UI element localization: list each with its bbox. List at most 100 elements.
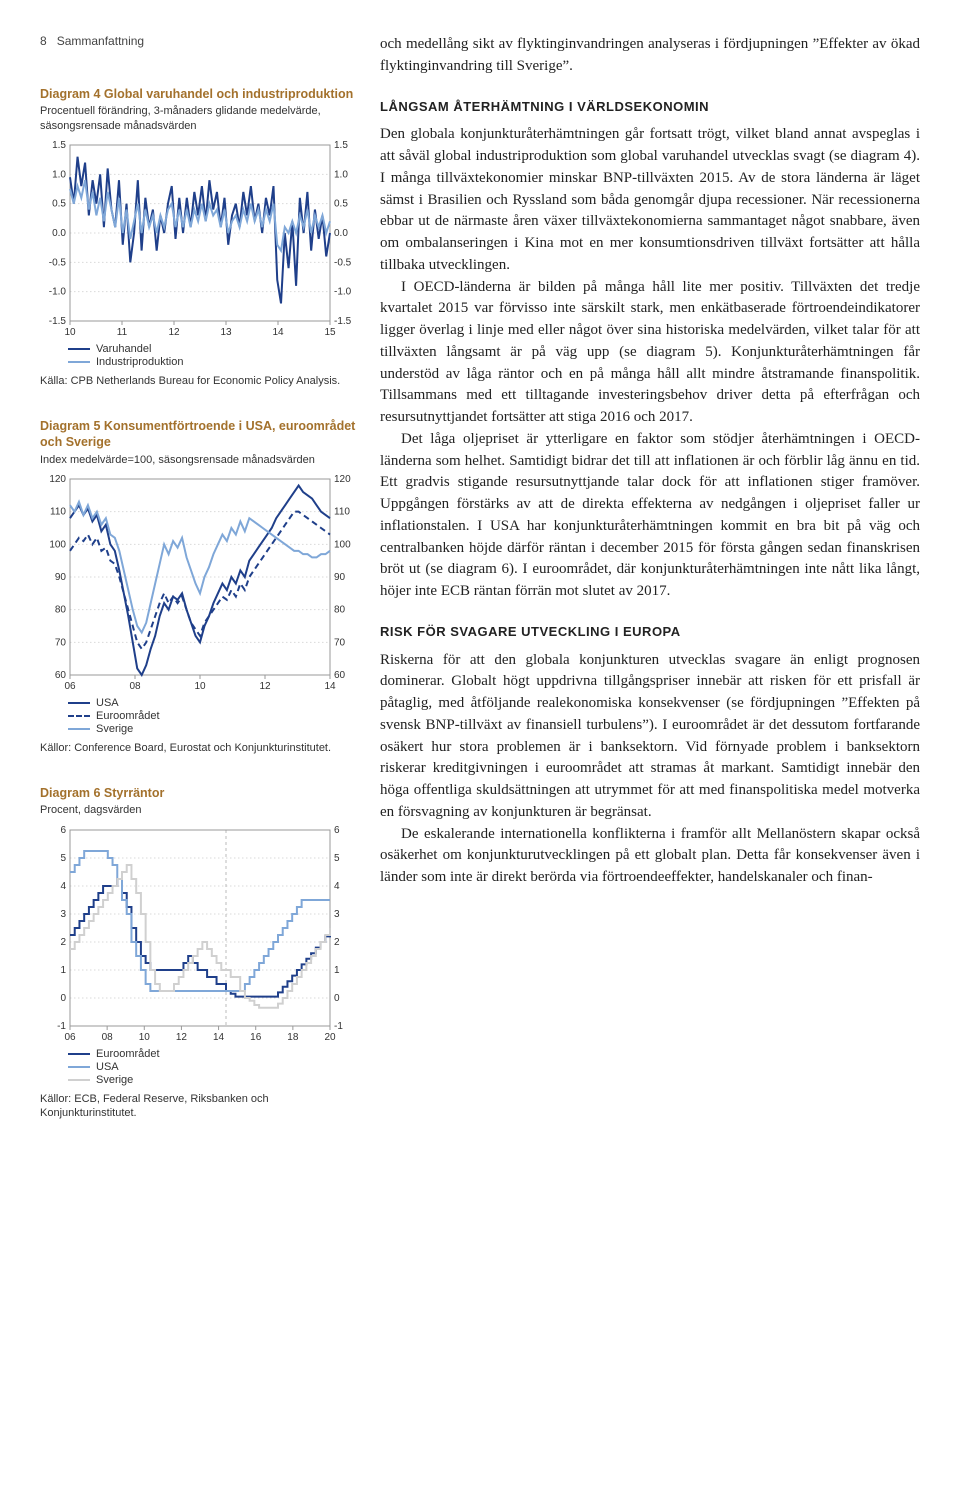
- svg-text:5: 5: [334, 853, 340, 864]
- body-paragraph: Den globala konjunkturåterhämtningen går…: [380, 124, 920, 276]
- svg-text:2: 2: [334, 937, 340, 948]
- legend-label: Euroområdet: [96, 1048, 160, 1060]
- legend-label: Industriproduktion: [96, 356, 183, 368]
- svg-text:100: 100: [334, 539, 351, 550]
- page-header: 8 Sammanfattning: [40, 34, 360, 48]
- svg-text:06: 06: [64, 1032, 76, 1043]
- left-column: 8 Sammanfattning Diagram 4 Global varuha…: [40, 34, 380, 1120]
- diagram-5-chart: 6060707080809090100100110110120120060810…: [40, 473, 360, 693]
- diagram-4-source: Källa: CPB Netherlands Bureau for Econom…: [40, 374, 360, 388]
- diagram-4-subtitle: Procentuell förändring, 3-månaders glida…: [40, 104, 360, 133]
- svg-text:0.0: 0.0: [334, 228, 348, 239]
- svg-text:4: 4: [334, 881, 340, 892]
- svg-text:0.5: 0.5: [52, 199, 66, 210]
- svg-text:-1.5: -1.5: [49, 316, 67, 327]
- svg-text:2: 2: [60, 937, 66, 948]
- svg-text:110: 110: [50, 507, 66, 518]
- diagram-6-chart: -1-1001122334455660608101214161820: [40, 824, 360, 1044]
- svg-text:70: 70: [55, 637, 67, 648]
- svg-text:1.0: 1.0: [52, 169, 66, 180]
- svg-text:14: 14: [272, 327, 284, 338]
- svg-text:12: 12: [168, 327, 180, 338]
- svg-text:1.5: 1.5: [52, 140, 66, 151]
- diagram-6: Diagram 6 Styrräntor Procent, dagsvärden…: [40, 785, 360, 1120]
- legend-label: Varuhandel: [96, 343, 151, 355]
- diagram-5-title: Diagram 5 Konsumentförtroende i USA, eur…: [40, 418, 360, 451]
- svg-text:20: 20: [324, 1032, 336, 1043]
- right-column: och medellång sikt av flyktinginvandring…: [380, 34, 920, 1120]
- legend-swatch: [68, 361, 90, 363]
- body-paragraph: De eskalerande internationella konflikte…: [380, 824, 920, 889]
- svg-text:-1: -1: [334, 1021, 343, 1032]
- svg-text:90: 90: [55, 572, 67, 583]
- svg-text:08: 08: [129, 681, 141, 692]
- diagram-5-legend: USA Euroområdet Sverige: [40, 697, 360, 735]
- svg-text:11: 11: [117, 327, 128, 338]
- body-intro: och medellång sikt av flyktinginvandring…: [380, 34, 920, 78]
- section-heading-2: RISK FÖR SVAGARE UTVECKLING I EUROPA: [380, 623, 920, 642]
- svg-text:6: 6: [60, 825, 66, 836]
- svg-text:80: 80: [334, 605, 346, 616]
- diagram-5: Diagram 5 Konsumentförtroende i USA, eur…: [40, 418, 360, 755]
- svg-text:120: 120: [49, 474, 66, 485]
- svg-text:100: 100: [49, 539, 66, 550]
- legend-swatch: [68, 702, 90, 704]
- svg-text:15: 15: [324, 327, 336, 338]
- svg-text:14: 14: [324, 681, 336, 692]
- legend-swatch: [68, 728, 90, 730]
- diagram-4-chart: -1.5 -1.5 -1.0 -1.0 -0.5 -0.5 0.0 0.0 0.5 0.5 1.0 1…: [40, 139, 360, 339]
- legend-label: USA: [96, 1061, 119, 1073]
- diagram-5-subtitle: Index medelvärde=100, säsongsrensade mån…: [40, 453, 360, 467]
- svg-text:90: 90: [334, 572, 346, 583]
- svg-text:0: 0: [60, 993, 66, 1004]
- svg-text:06: 06: [64, 681, 76, 692]
- svg-text:-0.5: -0.5: [49, 257, 67, 268]
- svg-text:60: 60: [55, 670, 67, 681]
- svg-text:-1.0: -1.0: [49, 287, 67, 298]
- diagram-4-title: Diagram 4 Global varuhandel och industri…: [40, 86, 360, 102]
- svg-text:-0.5: -0.5: [334, 257, 352, 268]
- svg-text:1: 1: [334, 965, 340, 976]
- svg-text:3: 3: [334, 909, 340, 920]
- svg-text:18: 18: [287, 1032, 299, 1043]
- page: 8 Sammanfattning Diagram 4 Global varuha…: [0, 0, 960, 1160]
- section-heading-1: LÅNGSAM ÅTERHÄMTNING I VÄRLDSEKONOMIN: [380, 98, 920, 117]
- svg-text:0.0: 0.0: [52, 228, 66, 239]
- legend-label: Sverige: [96, 723, 133, 735]
- body-paragraph: I OECD-länderna är bilden på många håll …: [380, 277, 920, 429]
- svg-text:70: 70: [334, 637, 346, 648]
- svg-text:1.5: 1.5: [334, 140, 348, 151]
- diagram-6-subtitle: Procent, dagsvärden: [40, 803, 360, 817]
- svg-text:0.5: 0.5: [334, 199, 348, 210]
- legend-label: Sverige: [96, 1074, 133, 1086]
- svg-text:5: 5: [60, 853, 66, 864]
- diagram-6-legend: Euroområdet USA Sverige: [40, 1048, 360, 1086]
- svg-text:10: 10: [64, 327, 76, 338]
- page-number: 8: [40, 34, 47, 48]
- legend-label: USA: [96, 697, 119, 709]
- svg-text:-1.0: -1.0: [334, 287, 352, 298]
- svg-text:12: 12: [176, 1032, 188, 1043]
- legend-swatch: [68, 348, 90, 350]
- diagram-5-source: Källor: Conference Board, Eurostat och K…: [40, 741, 360, 755]
- svg-text:80: 80: [55, 605, 67, 616]
- diagram-6-source: Källor: ECB, Federal Reserve, Riksbanken…: [40, 1092, 360, 1121]
- svg-text:0: 0: [334, 993, 340, 1004]
- svg-text:60: 60: [334, 670, 346, 681]
- legend-swatch: [68, 1066, 90, 1068]
- body-paragraph: Det låga oljepriset är ytterligare en fa…: [380, 429, 920, 603]
- svg-text:1: 1: [60, 965, 66, 976]
- legend-swatch: [68, 715, 90, 717]
- diagram-6-title: Diagram 6 Styrräntor: [40, 785, 360, 801]
- diagram-4-legend: Varuhandel Industriproduktion: [40, 343, 360, 368]
- legend-swatch: [68, 1079, 90, 1081]
- section-name: Sammanfattning: [57, 34, 144, 48]
- legend-label: Euroområdet: [96, 710, 160, 722]
- svg-text:13: 13: [220, 327, 232, 338]
- svg-text:14: 14: [213, 1032, 225, 1043]
- body-paragraph: Riskerna för att den globala konjunkture…: [380, 650, 920, 824]
- svg-text:-1.5: -1.5: [334, 316, 352, 327]
- diagram-4: Diagram 4 Global varuhandel och industri…: [40, 86, 360, 388]
- svg-text:110: 110: [334, 507, 350, 518]
- svg-text:1.0: 1.0: [334, 169, 348, 180]
